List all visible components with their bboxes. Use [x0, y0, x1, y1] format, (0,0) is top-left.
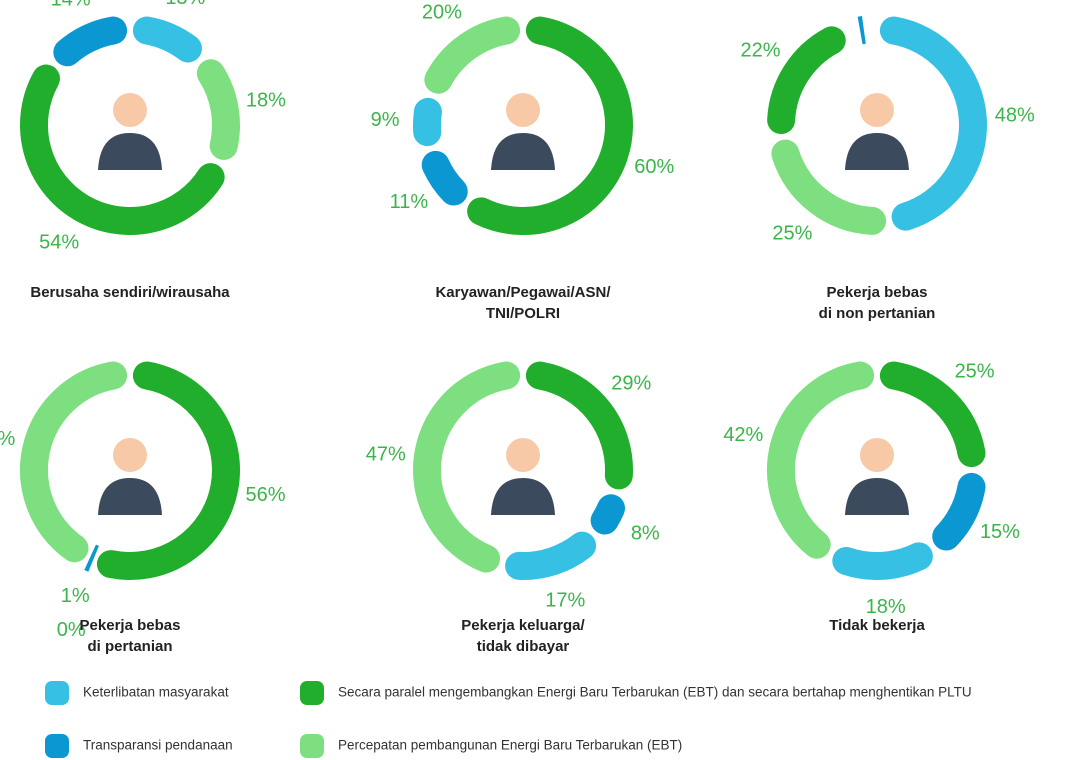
donut-segment: [767, 26, 846, 135]
icon-body: [491, 133, 555, 170]
donut-segment: [132, 16, 202, 63]
value-label: 42%: [723, 424, 763, 446]
donut-segment: [84, 544, 100, 572]
legend-swatch: [45, 681, 69, 705]
icon-body: [98, 478, 162, 515]
icon-head: [506, 93, 540, 127]
value-label: 48%: [995, 105, 1035, 127]
value-label: 22%: [740, 39, 780, 61]
donut-segment: [467, 16, 633, 235]
donut-segment: [413, 97, 442, 147]
icon-head: [113, 438, 147, 472]
donut-segment: [20, 361, 128, 563]
value-label: 17%: [545, 590, 585, 612]
icon-body: [845, 478, 909, 515]
icon-body: [491, 478, 555, 515]
donut-segment: [879, 16, 987, 231]
value-label: 8%: [631, 522, 660, 544]
value-label: 25%: [955, 361, 995, 383]
icon-head: [113, 93, 147, 127]
donut-segment: [590, 494, 626, 535]
chart-title: Pekerja bebas di non pertanian: [818, 284, 936, 322]
value-label: 11%: [390, 191, 429, 213]
donut-segment: [413, 361, 521, 573]
icon-body: [98, 133, 162, 170]
donut-segment: [525, 361, 633, 490]
value-label: 18%: [246, 89, 286, 111]
donut-segment: [424, 16, 521, 94]
icon-body: [845, 133, 909, 170]
donut-segment: [879, 361, 986, 468]
value-label: 1%: [61, 585, 90, 607]
donut-segment: [771, 139, 887, 235]
value-label: 13%: [165, 0, 205, 9]
value-label: 25%: [772, 222, 812, 244]
legend-swatch: [45, 734, 69, 758]
chart-title: Pekerja bebas di pertanian: [79, 617, 181, 655]
donut-segment: [53, 16, 128, 67]
value-label: 47%: [366, 443, 406, 465]
legend-label: Keterlibatan masyarakat: [83, 685, 229, 700]
value-label: 60%: [634, 156, 674, 178]
value-label: 43%: [0, 428, 16, 450]
value-label: 0%: [57, 619, 86, 641]
value-label: 14%: [51, 0, 91, 11]
donut-segment: [832, 542, 933, 580]
icon-head: [506, 438, 540, 472]
legend-swatch: [300, 681, 324, 705]
donut-segment: [505, 531, 597, 580]
legend-label: Percepatan pembangunan Energi Baru Terba…: [338, 738, 682, 753]
chart-title: Karyawan/Pegawai/ASN/ TNI/POLRI: [435, 284, 611, 322]
donut-segment: [932, 472, 986, 551]
donut-segment: [20, 64, 225, 235]
legend-label: Transparansi pendanaan: [83, 738, 233, 753]
chart-title: Pekerja keluarga/ tidak dibayar: [461, 617, 585, 655]
value-label: 20%: [422, 2, 462, 24]
value-label: 15%: [980, 521, 1020, 543]
value-label: 54%: [39, 232, 79, 254]
icon-head: [860, 93, 894, 127]
icon-head: [860, 438, 894, 472]
value-label: 29%: [611, 373, 651, 395]
legend-label: Secara paralel mengembangkan Energi Baru…: [338, 685, 972, 700]
donut-segment: [196, 59, 240, 160]
value-label: 18%: [866, 596, 906, 618]
donut-segment: [421, 150, 468, 206]
value-label: 56%: [246, 484, 286, 506]
donut-segment: [767, 361, 875, 559]
chart-title: Tidak bekerja: [829, 617, 925, 634]
chart-title: Berusaha sendiri/wirausaha: [30, 284, 230, 301]
value-label: 9%: [371, 109, 400, 131]
legend-swatch: [300, 734, 324, 758]
donut-segment: [96, 361, 240, 580]
donut-segment: [857, 16, 866, 45]
